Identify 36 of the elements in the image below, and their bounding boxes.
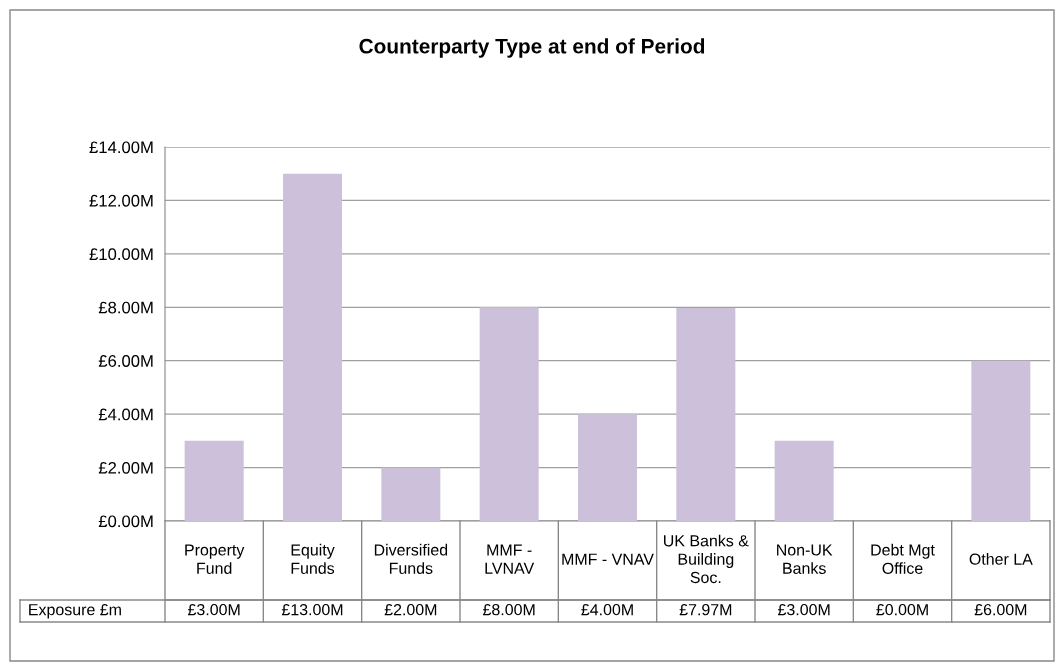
x-tick-label: Non-UK Banks: [777, 544, 833, 574]
data-label: £3.00M: [187, 603, 240, 616]
y-tick-label: £6.00M: [98, 355, 153, 367]
y-tick-label: £12.00M: [89, 194, 153, 207]
x-tick-label: MMF - LVNAV: [485, 544, 535, 574]
chart-title: Counterparty Type at end of Period: [359, 38, 705, 58]
x-tick-label: MMF - VNAV: [562, 553, 654, 565]
bar: [381, 467, 441, 521]
text: Exposure £m: [29, 603, 121, 619]
bar: [774, 440, 834, 521]
data-label: £6.00M: [974, 603, 1027, 616]
data-label: £8.00M: [482, 603, 535, 616]
x-tick-label: Other LA: [969, 553, 1033, 565]
bar: [971, 360, 1031, 521]
y-tick-label: £0.00M: [98, 515, 153, 528]
bar: [479, 307, 539, 521]
bar: [676, 308, 736, 521]
x-tick-label: Equity Funds: [291, 543, 335, 574]
y-tick-label: £10.00M: [89, 248, 153, 261]
x-tick-label: Debt Mgt Office: [871, 543, 935, 574]
data-label: £3.00M: [777, 603, 830, 616]
data-label: £0.00M: [876, 603, 928, 616]
x-tick-label: UK Banks & Building Soc.: [664, 534, 749, 584]
bar: [184, 440, 244, 521]
bar: [283, 173, 342, 521]
x-tick-label: Property Fund: [185, 544, 245, 574]
bar: [578, 414, 637, 521]
y-tick-label: £4.00M: [98, 408, 153, 421]
data-label: £2.00M: [384, 603, 437, 616]
x-tick-label: Diversified Funds: [374, 543, 448, 574]
y-tick-label: £8.00M: [98, 301, 153, 314]
data-label: £13.00M: [281, 603, 343, 616]
y-tick-label: £14.00M: [89, 141, 153, 154]
y-tick-label: £2.00M: [98, 461, 153, 474]
data-label: £7.97M: [679, 603, 732, 616]
data-label: £4.00M: [581, 603, 633, 616]
